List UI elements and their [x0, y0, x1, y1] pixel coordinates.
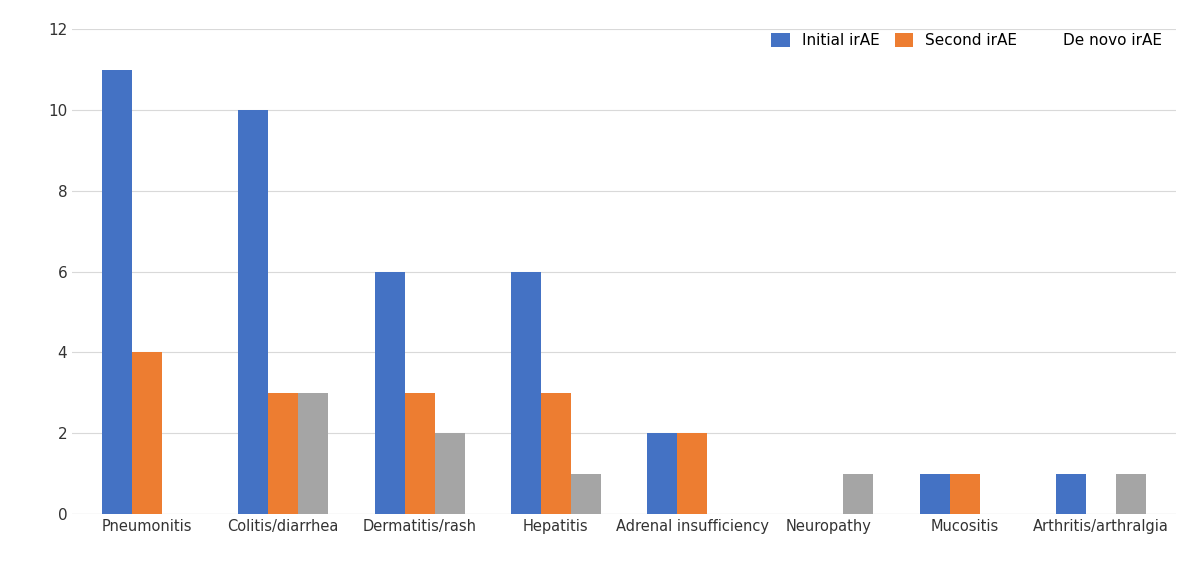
- Bar: [1056, 474, 1086, 514]
- Bar: [919, 474, 949, 514]
- Bar: [374, 272, 404, 514]
- Bar: [269, 393, 299, 514]
- Bar: [541, 393, 571, 514]
- Bar: [647, 433, 677, 514]
- Bar: [511, 272, 541, 514]
- Bar: [677, 433, 707, 514]
- Bar: [1116, 474, 1146, 514]
- Bar: [132, 352, 162, 514]
- Bar: [102, 69, 132, 514]
- Bar: [404, 393, 434, 514]
- Bar: [239, 110, 269, 514]
- Bar: [299, 393, 329, 514]
- Legend: Initial irAE, Second irAE, De novo irAE: Initial irAE, Second irAE, De novo irAE: [766, 27, 1169, 54]
- Bar: [949, 474, 979, 514]
- Bar: [571, 474, 601, 514]
- Bar: [434, 433, 464, 514]
- Bar: [844, 474, 874, 514]
